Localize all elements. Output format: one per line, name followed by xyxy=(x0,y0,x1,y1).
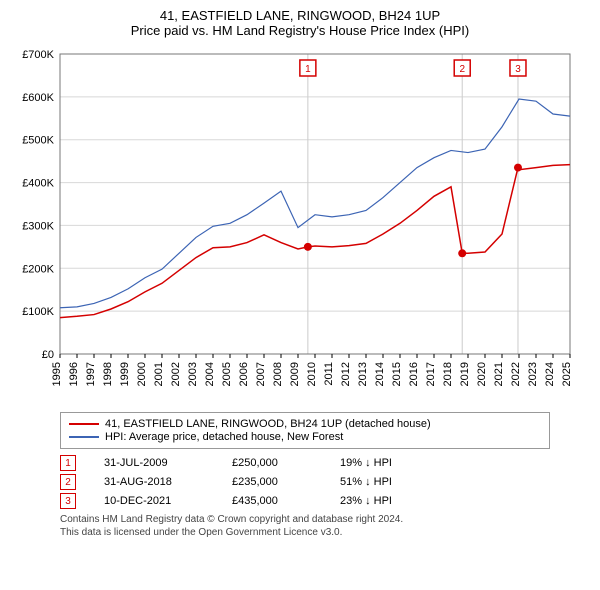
svg-text:£100K: £100K xyxy=(22,306,54,318)
svg-text:3: 3 xyxy=(515,64,521,75)
footer-line1: Contains HM Land Registry data © Crown c… xyxy=(60,513,550,526)
svg-text:£0: £0 xyxy=(42,349,54,361)
svg-text:2006: 2006 xyxy=(238,362,250,386)
svg-text:2025: 2025 xyxy=(561,362,573,386)
svg-text:2013: 2013 xyxy=(357,362,369,386)
svg-text:1: 1 xyxy=(305,64,311,75)
svg-text:1995: 1995 xyxy=(51,362,63,386)
svg-text:2002: 2002 xyxy=(170,362,182,386)
svg-text:£300K: £300K xyxy=(22,220,54,232)
legend: 41, EASTFIELD LANE, RINGWOOD, BH24 1UP (… xyxy=(60,412,550,449)
svg-text:£600K: £600K xyxy=(22,92,54,104)
svg-text:2000: 2000 xyxy=(136,362,148,386)
svg-text:2018: 2018 xyxy=(442,362,454,386)
svg-text:2019: 2019 xyxy=(459,362,471,386)
marker-pct: 23% ↓ HPI xyxy=(340,495,430,507)
svg-text:2014: 2014 xyxy=(374,362,386,386)
svg-text:£500K: £500K xyxy=(22,135,54,147)
marker-date: 10-DEC-2021 xyxy=(104,495,204,507)
svg-text:2004: 2004 xyxy=(204,362,216,386)
svg-text:2007: 2007 xyxy=(255,362,267,386)
marker-date: 31-AUG-2018 xyxy=(104,476,204,488)
legend-label: 41, EASTFIELD LANE, RINGWOOD, BH24 1UP (… xyxy=(105,418,431,430)
legend-item: HPI: Average price, detached house, New … xyxy=(69,431,541,443)
marker-pct: 19% ↓ HPI xyxy=(340,457,430,469)
legend-label: HPI: Average price, detached house, New … xyxy=(105,431,343,443)
footer-line2: This data is licensed under the Open Gov… xyxy=(60,526,550,539)
svg-text:2016: 2016 xyxy=(408,362,420,386)
marker-table: 1 31-JUL-2009 £250,000 19% ↓ HPI 2 31-AUG-201… xyxy=(60,455,550,509)
marker-number-box: 3 xyxy=(60,493,76,509)
attribution: Contains HM Land Registry data © Crown c… xyxy=(60,513,550,539)
marker-number-box: 1 xyxy=(60,455,76,471)
legend-swatch xyxy=(69,423,99,425)
marker-price: £250,000 xyxy=(232,457,312,469)
marker-pct: 51% ↓ HPI xyxy=(340,476,430,488)
marker-row: 2 31-AUG-2018 £235,000 51% ↓ HPI xyxy=(60,474,550,490)
svg-text:2008: 2008 xyxy=(272,362,284,386)
svg-text:2021: 2021 xyxy=(493,362,505,386)
svg-text:2015: 2015 xyxy=(391,362,403,386)
svg-text:1998: 1998 xyxy=(102,362,114,386)
price-chart: £0 £100K £200K £300K £400K £500K £600K £700K 199… xyxy=(10,44,590,404)
marker-price: £435,000 xyxy=(232,495,312,507)
svg-text:2011: 2011 xyxy=(323,362,335,386)
svg-text:1999: 1999 xyxy=(119,362,131,386)
svg-text:2020: 2020 xyxy=(476,362,488,386)
svg-text:2010: 2010 xyxy=(306,362,318,386)
svg-text:2012: 2012 xyxy=(340,362,352,386)
legend-swatch xyxy=(69,436,99,438)
svg-text:2009: 2009 xyxy=(289,362,301,386)
svg-text:2023: 2023 xyxy=(527,362,539,386)
legend-item: 41, EASTFIELD LANE, RINGWOOD, BH24 1UP (… xyxy=(69,418,541,430)
svg-text:2001: 2001 xyxy=(153,362,165,386)
marker-row: 3 10-DEC-2021 £435,000 23% ↓ HPI xyxy=(60,493,550,509)
svg-text:£200K: £200K xyxy=(22,263,54,275)
svg-text:2024: 2024 xyxy=(544,362,556,386)
svg-text:£400K: £400K xyxy=(22,178,54,190)
chart-title: 41, EASTFIELD LANE, RINGWOOD, BH24 1UP xyxy=(10,8,590,23)
marker-date: 31-JUL-2009 xyxy=(104,457,204,469)
chart-area: £0 £100K £200K £300K £400K £500K £600K £700K 199… xyxy=(10,44,590,404)
marker-row: 1 31-JUL-2009 £250,000 19% ↓ HPI xyxy=(60,455,550,471)
svg-text:1996: 1996 xyxy=(68,362,80,386)
chart-subtitle: Price paid vs. HM Land Registry's House … xyxy=(10,23,590,38)
svg-text:1997: 1997 xyxy=(85,362,97,386)
svg-text:2022: 2022 xyxy=(510,362,522,386)
svg-text:£700K: £700K xyxy=(22,49,54,61)
svg-text:2: 2 xyxy=(459,64,465,75)
svg-text:2005: 2005 xyxy=(221,362,233,386)
marker-price: £235,000 xyxy=(232,476,312,488)
svg-text:2017: 2017 xyxy=(425,362,437,386)
marker-number-box: 2 xyxy=(60,474,76,490)
svg-text:2003: 2003 xyxy=(187,362,199,386)
